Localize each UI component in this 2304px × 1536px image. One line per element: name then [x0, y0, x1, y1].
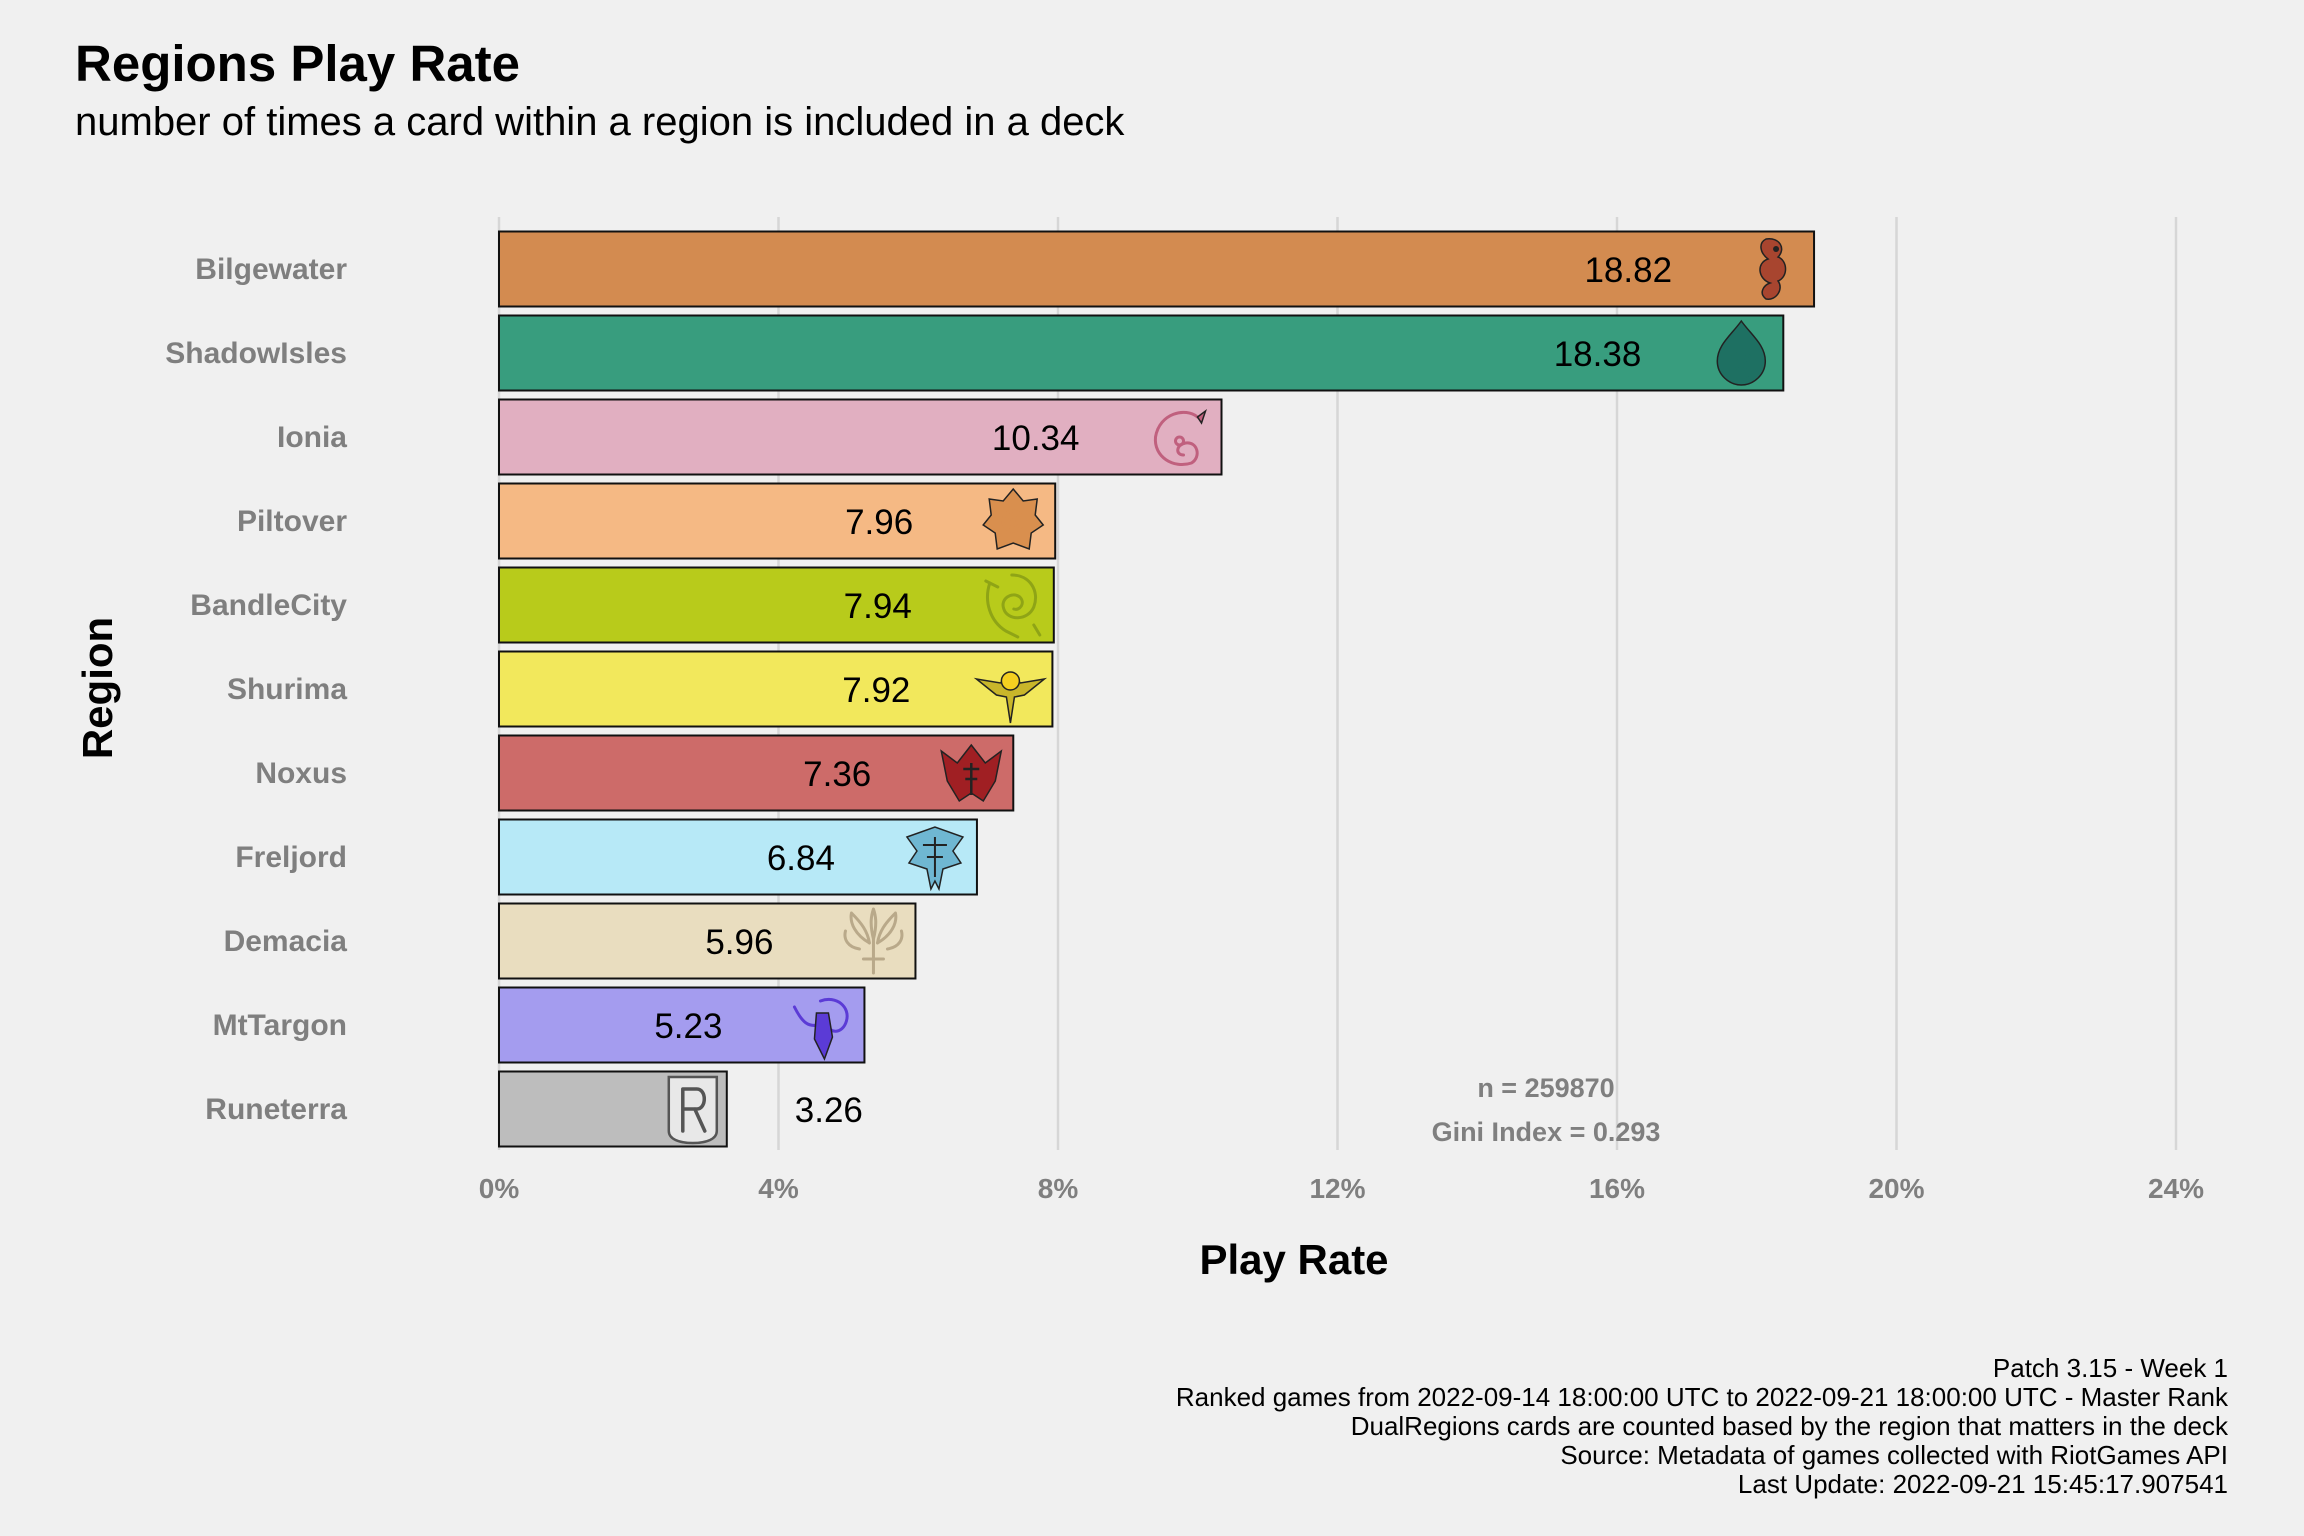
bar-mttargon	[498, 986, 866, 1064]
category-label: Noxus	[255, 757, 347, 790]
value-label: 7.36	[803, 755, 871, 794]
value-label: 7.92	[842, 671, 910, 710]
caption-patch: Patch 3.15 - Week 1	[1992, 1353, 2228, 1383]
value-label: 5.23	[654, 1007, 722, 1046]
value-label: 18.82	[1584, 251, 1672, 290]
value-label: 10.34	[992, 419, 1080, 458]
caption-source: Source: Metadata of games collected with…	[1560, 1440, 2228, 1470]
demacia-icon	[843, 907, 904, 975]
bar-shadowisles	[498, 314, 1785, 392]
bar-noxus	[498, 734, 1015, 812]
x-tick-label: 16%	[1589, 1173, 1645, 1204]
value-label: 7.96	[845, 503, 913, 542]
x-tick-label: 0%	[479, 1173, 520, 1204]
category-label: Piltover	[237, 505, 347, 538]
y-axis-title: Region	[74, 617, 121, 759]
mttargon-icon	[792, 998, 849, 1061]
bandlecity-icon	[984, 573, 1042, 639]
category-label: Bilgewater	[195, 253, 347, 286]
shadowisles-icon	[1716, 319, 1767, 386]
x-axis-title: Play Rate	[1199, 1236, 1388, 1283]
category-label: Runeterra	[205, 1093, 347, 1126]
value-label: 3.26	[795, 1091, 863, 1130]
x-tick-label: 20%	[1868, 1173, 1924, 1204]
caption: Patch 3.15 - Week 1 Ranked games from 20…	[1176, 1354, 2228, 1499]
bar-piltover	[498, 482, 1057, 560]
chart-subtitle: number of times a card within a region i…	[75, 100, 1125, 144]
ionia-icon	[1154, 408, 1207, 466]
labels: 0% 4% 8% 12% 16% 20% 24% Bilgewater 18.82 ShadowI…	[165, 251, 2204, 1204]
x-tick-label: 8%	[1038, 1173, 1079, 1204]
piltover-icon	[982, 487, 1045, 551]
category-label: Ionia	[277, 421, 347, 454]
bar-bandlecity	[498, 566, 1055, 644]
x-tick-label: 24%	[2148, 1173, 2204, 1204]
sample-size-annotation: n = 259870	[1477, 1073, 1614, 1103]
bar-ionia	[498, 398, 1223, 476]
caption-last-update: Last Update: 2022-09-21 15:45:17.907541	[1737, 1469, 2228, 1499]
caption-dual-regions-note: DualRegions cards are counted based by t…	[1350, 1411, 2228, 1441]
bar-bilgewater	[498, 230, 1816, 308]
x-tick-label: 4%	[758, 1173, 799, 1204]
bars	[498, 230, 1816, 1148]
value-label: 5.96	[705, 923, 773, 962]
value-label: 6.84	[767, 839, 835, 878]
value-label: 7.94	[844, 587, 912, 626]
shurima-icon	[973, 671, 1048, 724]
bar-freljord	[498, 818, 978, 896]
category-label: BandleCity	[190, 589, 347, 622]
category-label: Shurima	[227, 673, 347, 706]
category-label: MtTargon	[213, 1009, 347, 1042]
freljord-icon	[905, 826, 965, 892]
bilgewater-icon	[1759, 238, 1787, 300]
bar-shurima	[498, 650, 1054, 728]
value-label: 18.38	[1554, 335, 1642, 374]
runeterra-icon	[667, 1075, 719, 1145]
noxus-icon	[940, 743, 1003, 803]
caption-date-range: Ranked games from 2022-09-14 18:00:00 UT…	[1175, 1382, 2228, 1412]
x-tick-label: 12%	[1309, 1173, 1365, 1204]
gini-index-annotation: Gini Index = 0.293	[1432, 1117, 1661, 1147]
chart-title: Regions Play Rate	[75, 35, 520, 92]
category-label: Freljord	[235, 841, 347, 874]
category-label: ShadowIsles	[165, 337, 347, 370]
category-label: Demacia	[224, 925, 348, 958]
